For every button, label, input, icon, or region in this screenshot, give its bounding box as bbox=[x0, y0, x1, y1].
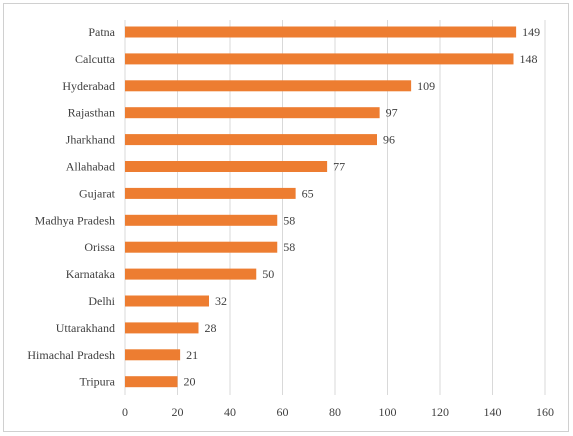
category-label: Delhi bbox=[88, 294, 115, 308]
chart-frame bbox=[3, 3, 569, 432]
bar bbox=[125, 53, 514, 65]
x-tick-label: 120 bbox=[431, 405, 449, 419]
bar bbox=[125, 134, 377, 146]
bar bbox=[125, 241, 278, 253]
bar bbox=[125, 26, 517, 38]
data-label: 20 bbox=[184, 375, 196, 389]
x-tick-label: 160 bbox=[536, 405, 554, 419]
data-label: 32 bbox=[215, 294, 227, 308]
category-label: Patna bbox=[88, 25, 115, 39]
data-label: 58 bbox=[283, 213, 295, 227]
category-label: Uttarakhand bbox=[56, 321, 115, 335]
data-label: 109 bbox=[417, 79, 435, 93]
gridlines bbox=[124, 20, 546, 395]
data-label: 58 bbox=[283, 240, 295, 254]
category-label: Allahabad bbox=[66, 160, 115, 174]
category-label: Karnataka bbox=[66, 267, 116, 281]
category-label: Rajasthan bbox=[68, 106, 115, 120]
category-label: Tripura bbox=[79, 375, 115, 389]
bar bbox=[125, 80, 412, 92]
x-tick-label: 100 bbox=[379, 405, 397, 419]
data-label: 28 bbox=[205, 321, 217, 335]
data-label: 77 bbox=[333, 160, 345, 174]
category-label: Himachal Pradesh bbox=[27, 348, 115, 362]
category-label: Madhya Pradesh bbox=[35, 213, 115, 227]
x-tick-label: 140 bbox=[484, 405, 502, 419]
data-label: 149 bbox=[522, 25, 540, 39]
bar bbox=[125, 107, 380, 119]
x-tick-label: 60 bbox=[277, 405, 289, 419]
x-tick-label: 20 bbox=[172, 405, 184, 419]
category-label: Calcutta bbox=[75, 52, 116, 66]
data-label: 21 bbox=[186, 348, 198, 362]
x-tick-label: 40 bbox=[224, 405, 236, 419]
data-label: 50 bbox=[262, 267, 274, 281]
bar bbox=[125, 214, 278, 226]
x-tick-label: 80 bbox=[329, 405, 341, 419]
category-label: Orissa bbox=[84, 240, 115, 254]
data-label: 97 bbox=[386, 106, 398, 120]
data-label: 96 bbox=[383, 133, 395, 147]
bar bbox=[125, 187, 296, 199]
bar bbox=[125, 161, 328, 172]
bar bbox=[125, 322, 199, 334]
bar bbox=[125, 268, 257, 280]
category-labels: Patna Calcutta Hyderabad Rajasthan Jharkhand… bbox=[27, 25, 115, 389]
category-label: Gujarat bbox=[79, 186, 116, 200]
category-label: Jharkhand bbox=[66, 133, 115, 147]
x-tick-labels: 0 20 40 60 80 100 120 140 160 bbox=[122, 405, 554, 419]
bar bbox=[125, 349, 181, 361]
category-label: Hyderabad bbox=[62, 79, 115, 93]
bar bbox=[125, 295, 209, 307]
data-label: 65 bbox=[302, 186, 314, 200]
bar bbox=[125, 376, 178, 388]
data-label: 148 bbox=[520, 52, 538, 66]
data-labels: 149 148 109 97 96 77 65 58 58 50 32 28 21 20 bbox=[184, 25, 541, 389]
x-tick-label: 0 bbox=[122, 405, 128, 419]
bars bbox=[125, 26, 517, 388]
